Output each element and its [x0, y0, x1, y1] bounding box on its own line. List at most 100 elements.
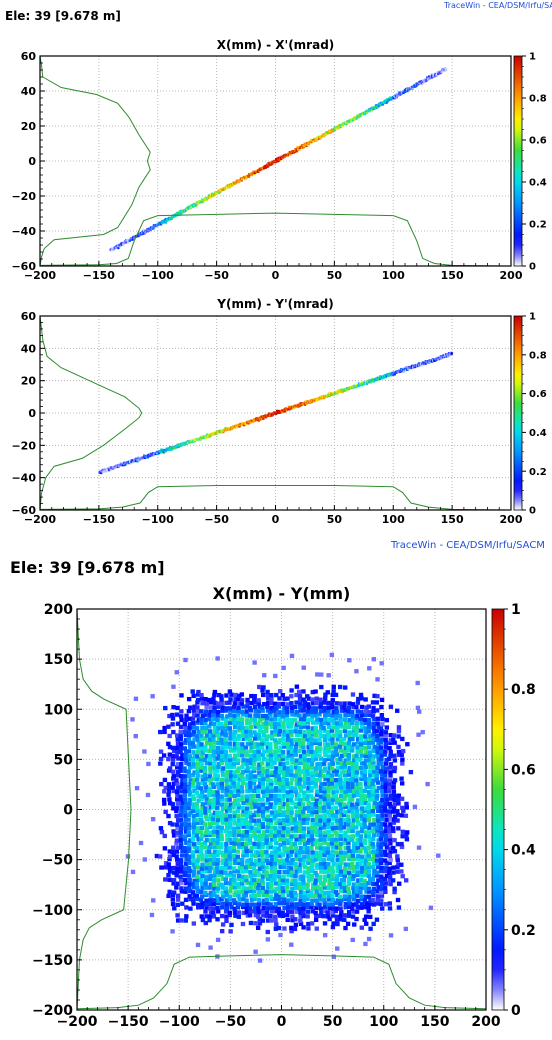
density-cell: [289, 870, 295, 875]
density-cell: [117, 246, 120, 250]
density-cell: [257, 684, 262, 690]
density-cell: [212, 740, 218, 745]
chart-title: Y(mm) - Y'(mrad): [216, 297, 333, 311]
density-cell: [294, 856, 299, 862]
density-cell: [281, 781, 286, 786]
density-cell: [175, 825, 180, 831]
density-cell: [200, 701, 205, 706]
density-cell: [277, 718, 283, 723]
density-cell: [178, 729, 183, 735]
density-cell: [260, 864, 266, 870]
density-cell: [127, 241, 130, 244]
density-cell: [170, 745, 176, 751]
density-cell: [241, 902, 246, 907]
density-cell: [260, 857, 266, 862]
y-tick-label: −60: [11, 504, 36, 517]
density-cell: [203, 709, 209, 714]
density-cell: [219, 828, 224, 834]
x-tick-label: 150: [441, 269, 464, 282]
density-cell: [302, 733, 308, 738]
density-cell: [215, 937, 221, 943]
density-cell: [274, 160, 277, 164]
density-cell: [233, 913, 238, 918]
density-cell: [150, 817, 156, 822]
density-cell: [227, 797, 232, 802]
density-cell: [256, 808, 262, 814]
density-cell: [194, 893, 200, 898]
density-cell: [175, 818, 181, 823]
density-cell: [286, 721, 291, 726]
density-cell: [198, 716, 204, 722]
density-cell: [221, 766, 226, 771]
density-cell: [309, 401, 312, 404]
density-cell: [219, 836, 225, 842]
y-tick-label: −40: [11, 472, 36, 485]
density-cell: [257, 958, 263, 963]
density-cell: [282, 802, 287, 807]
density-cell: [256, 906, 261, 911]
density-cell: [265, 853, 270, 859]
density-cell: [260, 705, 265, 711]
density-cell: [264, 837, 269, 842]
density-cell: [244, 874, 249, 879]
density-cell: [256, 698, 261, 703]
density-cell: [249, 853, 255, 858]
density-cell: [228, 729, 233, 734]
x-tick-label: −100: [142, 269, 175, 282]
density-cell: [252, 889, 257, 894]
density-cell: [244, 704, 250, 709]
density-cell: [281, 810, 286, 815]
density-cell: [184, 717, 189, 722]
density-cell: [188, 810, 193, 815]
density-cell: [245, 776, 250, 782]
density-cell: [178, 768, 183, 773]
density-cell: [288, 785, 294, 791]
y-tick-label: 40: [21, 342, 37, 355]
density-cell: [159, 781, 164, 787]
density-cell: [252, 813, 257, 818]
density-cell: [248, 720, 253, 725]
density-cell: [248, 749, 254, 754]
density-cell: [211, 910, 216, 915]
density-cell: [281, 853, 286, 858]
density-cell: [252, 777, 257, 782]
density-cell: [170, 849, 175, 855]
density-cell: [244, 806, 250, 811]
density-cell: [227, 689, 233, 694]
density-cell: [302, 793, 307, 798]
density-cell: [203, 806, 208, 811]
density-cell: [190, 784, 196, 789]
density-cell: [276, 774, 281, 779]
density-cell: [248, 780, 253, 786]
density-cell: [203, 909, 208, 914]
density-cell: [186, 830, 191, 835]
density-cell: [196, 865, 201, 870]
density-cell: [219, 794, 224, 799]
density-cell: [257, 825, 262, 831]
density-cell: [195, 805, 200, 811]
density-cell: [174, 808, 179, 814]
density-cell: [179, 822, 185, 827]
density-cell: [274, 692, 279, 698]
density-cell: [280, 885, 285, 891]
density-cell: [301, 897, 307, 902]
density-cell: [175, 897, 181, 902]
density-cell: [294, 692, 299, 698]
density-cell: [241, 760, 246, 766]
density-cell: [281, 741, 287, 746]
density-cell: [240, 780, 246, 786]
density-cell: [277, 732, 282, 737]
density-cell: [264, 889, 269, 894]
density-cell: [257, 916, 262, 922]
density-cell: [307, 143, 310, 146]
density-cell: [188, 781, 193, 787]
density-cell: [122, 464, 125, 467]
density-cell: [212, 768, 218, 773]
density-cell: [285, 785, 290, 790]
density-cell: [182, 797, 188, 802]
density-cell: [190, 758, 195, 763]
density-cell: [395, 96, 399, 99]
density-cell: [219, 721, 224, 726]
density-cell: [200, 804, 205, 810]
density-cell: [265, 876, 271, 882]
